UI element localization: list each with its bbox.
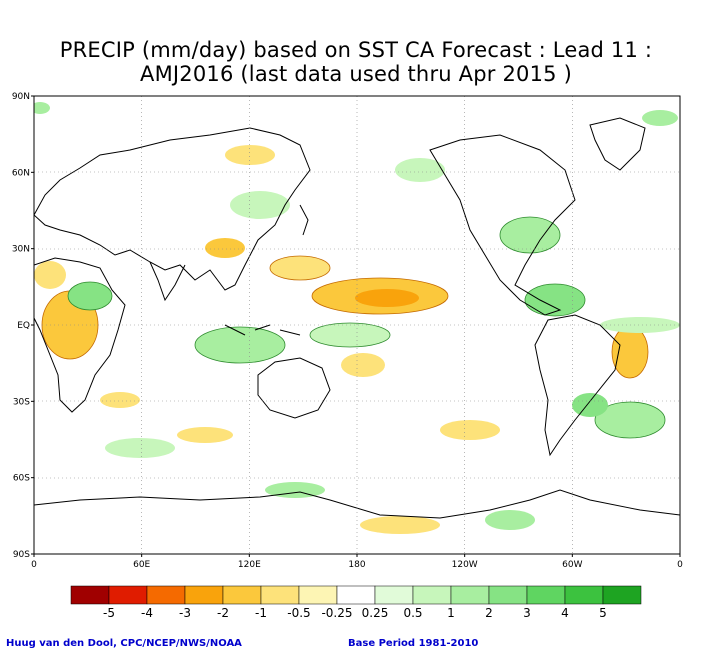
wet-anomaly-south-america [572,393,608,417]
colorbar-label: 0.5 [403,606,422,620]
coastline-eurasia [34,127,311,291]
lat-label: 60S [13,474,30,484]
lat-label: EQ [17,321,30,331]
colorbar-swatch [488,585,528,605]
dry-anomaly-north-africa [34,261,66,289]
colorbar-swatch [222,585,262,605]
gridlines [34,96,680,554]
colorbar-swatch [526,585,566,605]
dry-anomaly-brazil [611,325,649,379]
chart-title-line-1: PRECIP (mm/day) based on SST CA Forecast… [59,38,653,62]
colorbar-label: -0.25 [321,606,352,620]
colorbar-label: 2 [485,606,493,620]
wet-anomaly-maritime-continent [194,326,286,364]
lon-label: 60E [133,560,150,570]
latitude-labels: 90N 60N 30N EQ 30S 60S 90S [12,92,34,560]
wet-anomaly-atlantic-itcz [600,317,680,333]
colorbar-swatch [450,585,490,605]
chart-title-line-2: AMJ2016 (last data used thru Apr 2015 ) [140,62,572,86]
lon-label: 60W [562,560,582,570]
lat-label: 30S [13,397,30,407]
wet-anomaly-north-pacific [395,158,445,182]
footer-credit: Huug van den Dool, CPC/NCEP/NWS/NOAA [6,638,242,649]
colorbar-label: -1 [255,606,267,620]
wet-anomaly-southern-ocean [105,438,175,458]
coastline-north-america [429,134,576,316]
lat-label: 60N [12,168,30,178]
wet-anomaly-south-atlantic [594,401,666,439]
colorbar-label: 0.25 [362,606,389,620]
dry-anomaly-antarctic [360,516,440,534]
colorbar-label: 4 [561,606,569,620]
dry-anomaly-indian-ocean [100,392,140,408]
coastline-antarctica [34,489,680,519]
wet-anomaly-antarctic-coast [485,510,535,530]
footer-base-period: Base Period 1981-2010 [348,638,479,649]
colorbar-swatch [336,585,376,605]
colorbar: -5 -4 -3 -2 -1 -0.5 -0.25 0.25 0.5 1 2 3 4 5 [70,585,642,620]
colorbar-label: -0.5 [287,606,310,620]
coastline-australia [257,357,331,419]
lat-label: 90N [12,92,30,102]
coastline-indonesia [224,324,301,336]
dry-anomaly-siberia [225,145,275,165]
colorbar-swatch [374,585,414,605]
coastline-india [149,261,186,302]
colorbar-label: 3 [523,606,531,620]
wet-anomaly-north-america [499,216,561,254]
wet-anomaly-central-asia [230,191,290,219]
lon-label: 0 [31,560,37,570]
wet-anomaly-horn-africa [67,281,113,311]
colorbar-swatch [70,585,110,605]
wet-anomaly-central-america [524,283,586,317]
colorbar-label: -2 [217,606,229,620]
colorbar-label: -3 [179,606,191,620]
coastline-greenland [589,117,646,171]
coastlines [34,117,680,519]
lon-label: 120E [238,560,261,570]
dry-anomaly-west-pacific [269,255,331,281]
longitude-labels: 0 60E 120E 180 120W 60W 0 [31,554,683,570]
lat-label: 30N [12,245,30,255]
colorbar-swatch [602,585,642,605]
dry-anomaly-south-pacific [440,420,500,440]
coastline-africa [34,257,126,413]
wet-anomaly-equatorial-pacific [309,322,391,348]
dry-anomaly-south-indian [177,427,233,443]
dry-anomaly-central-pacific-core [355,289,419,307]
colorbar-swatch [108,585,148,605]
dry-anomaly-asia [205,238,245,258]
colorbar-label: -5 [103,606,115,620]
colorbar-label: 1 [447,606,455,620]
lon-label: 120W [452,560,478,570]
wet-anomaly-arctic-west [34,102,50,114]
colorbar-swatch [564,585,604,605]
lon-label: 180 [348,560,365,570]
colorbar-swatch [412,585,452,605]
colorbar-swatch [184,585,224,605]
lat-label: 90S [13,550,30,560]
colorbar-swatch [146,585,186,605]
colorbar-swatch [260,585,300,605]
coastline-japan [299,204,309,236]
wet-anomaly-arctic [642,110,678,126]
lon-label: 0 [677,560,683,570]
map-area [34,96,680,554]
coastline-south-america [534,314,621,457]
colorbar-label: 5 [599,606,607,620]
colorbar-swatch [298,585,338,605]
dry-anomaly-south-pacific-west [341,353,385,377]
colorbar-label: -4 [141,606,153,620]
